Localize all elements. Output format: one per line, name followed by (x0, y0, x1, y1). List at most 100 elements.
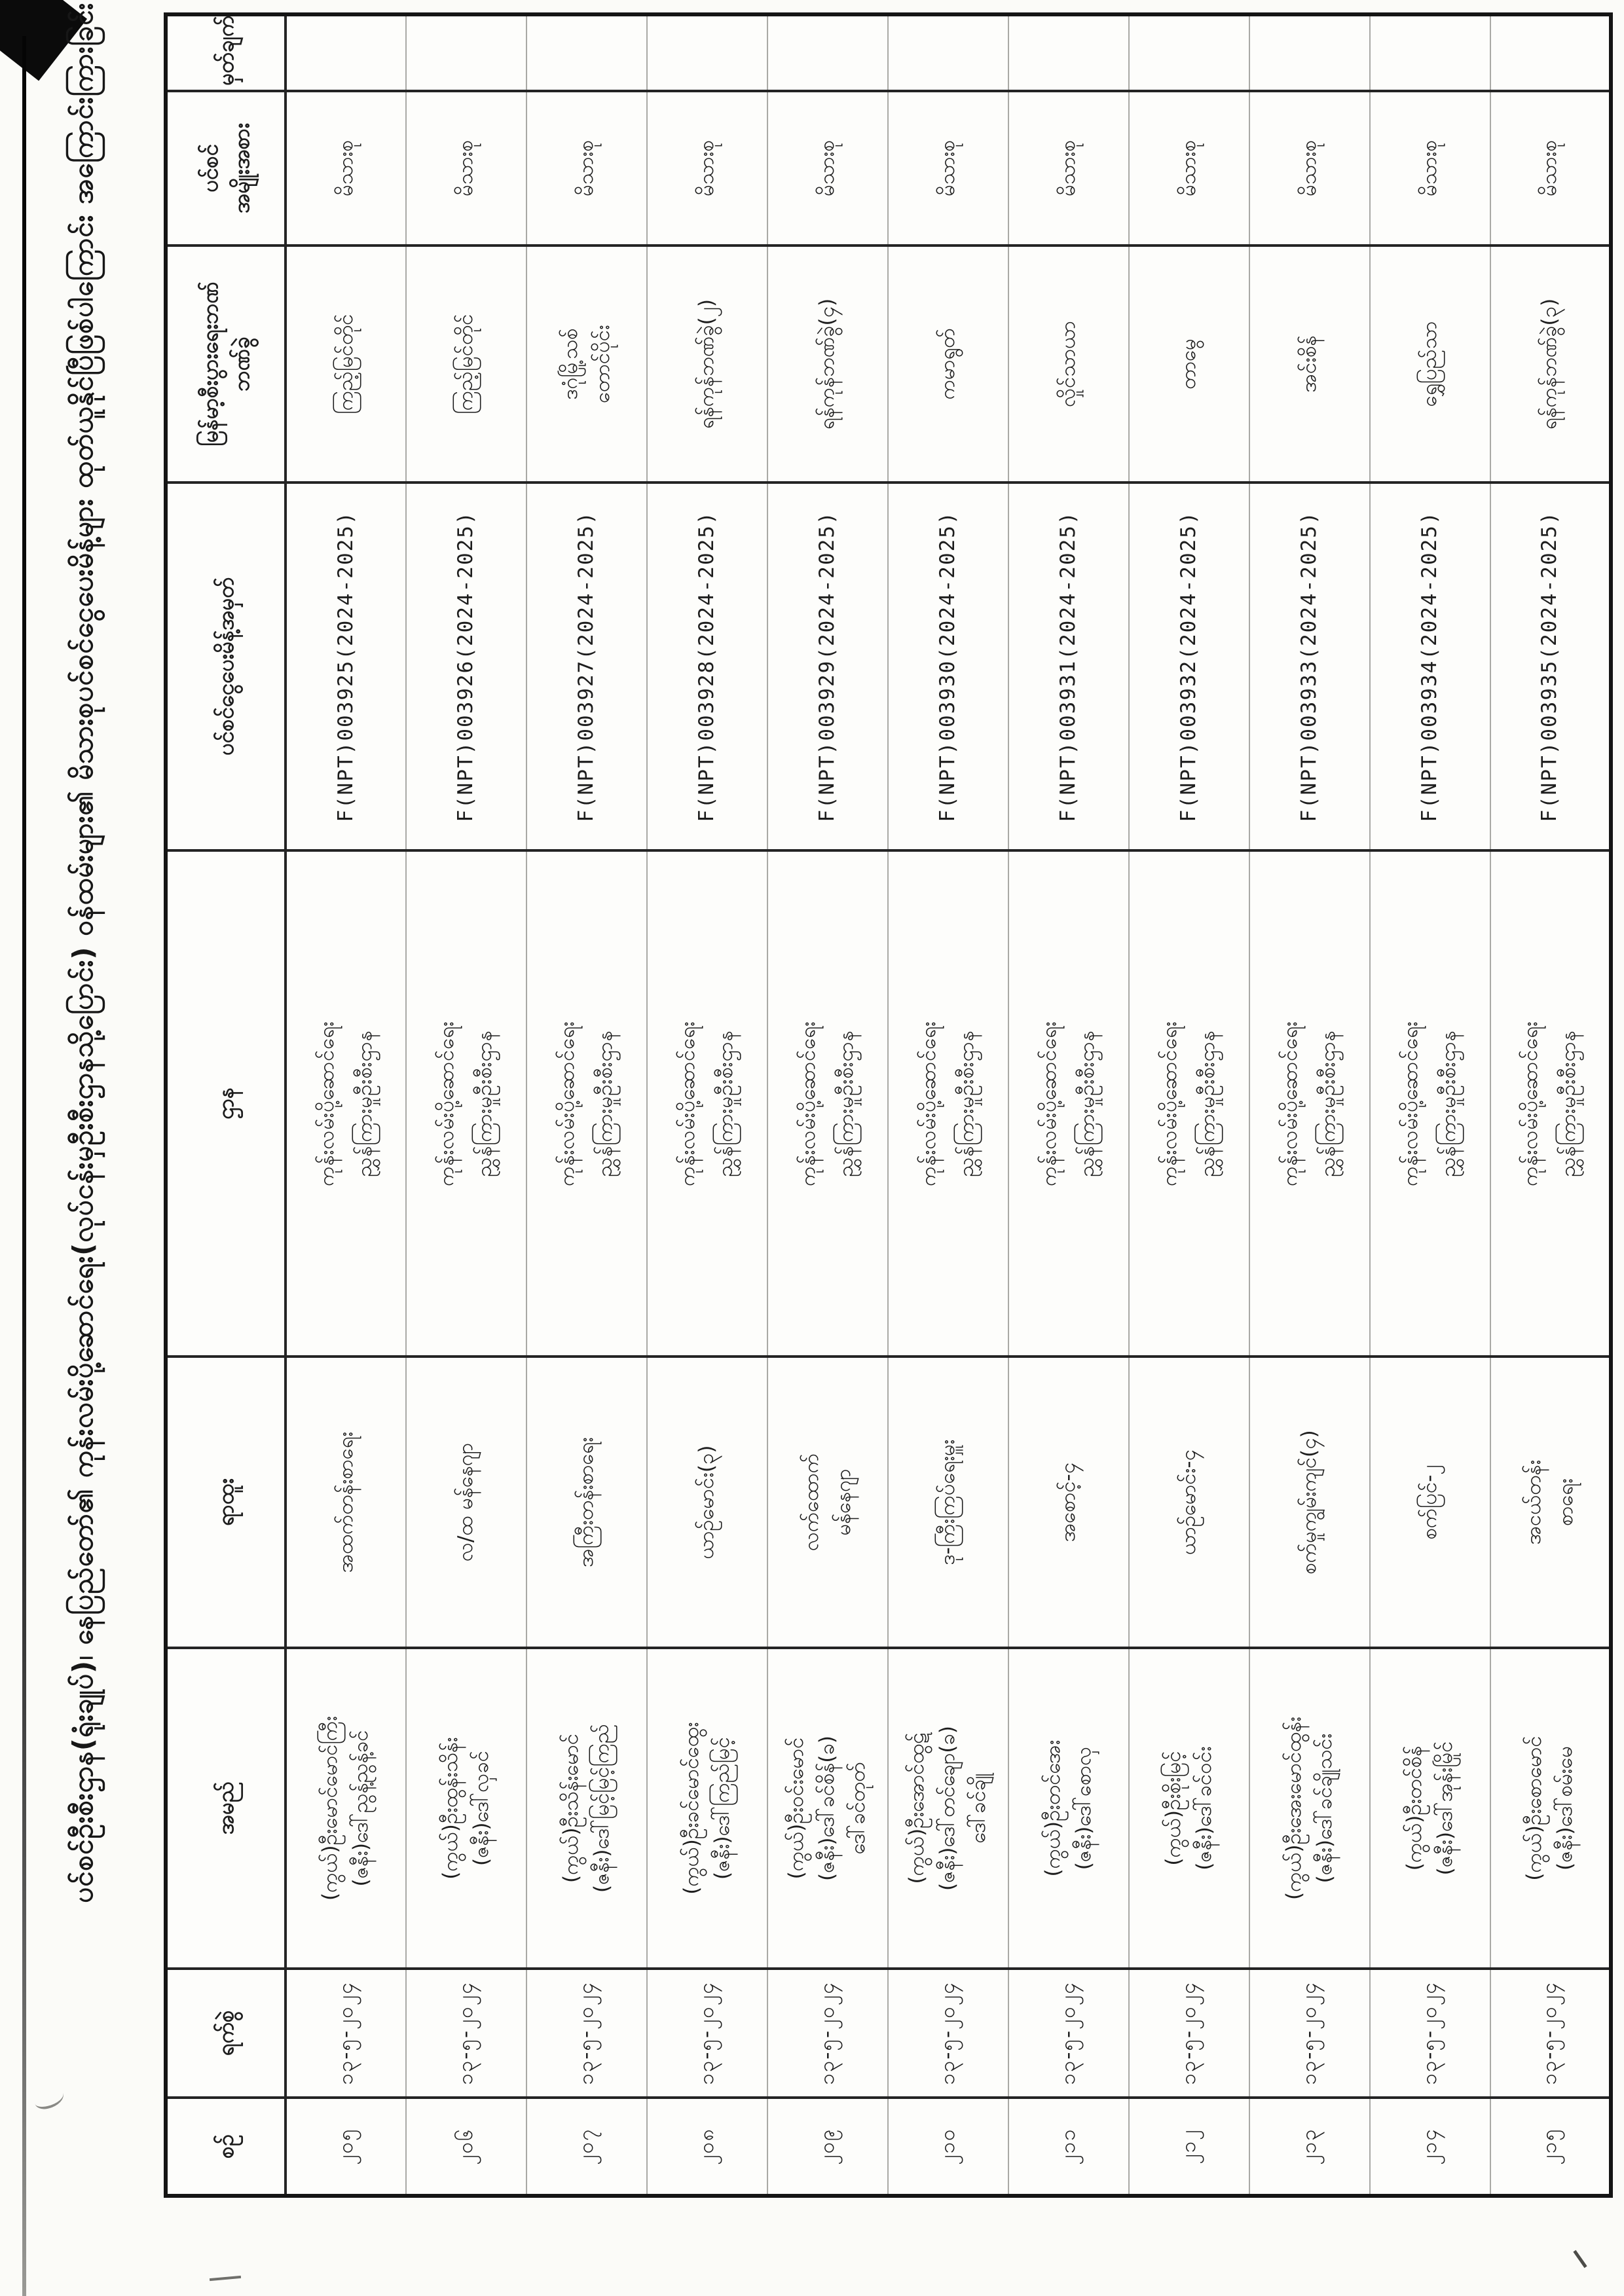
cell-name: (ကွယ်)ဦးခင်မောင်ထွေး (ဇနီး)ဒေါ်ကြည်မြင့် (647, 1648, 767, 1969)
cell-pension-type: မိသားစု (767, 91, 888, 246)
cell-date: ၁၃-၅-၂၀၂၄ (1129, 1969, 1249, 2098)
cell-date: ၁၃-၅-၂၀၂၄ (1370, 1969, 1490, 2098)
cell-date: ၁၃-၅-၂၀၂၄ (526, 1969, 647, 2098)
cell-name: (ကွယ်)ဦးဝင်းမောင် (ဇနီး)ဒေါ်ခင်စိန်(ခ) ဒေါ… (767, 1648, 888, 1969)
cell-serial: ၂၀၈ (647, 2098, 767, 2196)
cell-ppo-number: F(NPT)003933(2024-2025) (1249, 483, 1370, 850)
cell-name: (ကွယ်)ဦးထွန်းသိန်း (ဇနီး)ဒေါ်လှခင် (406, 1648, 526, 1969)
cell-serial: ၂၁၅ (1490, 2098, 1611, 2196)
cell-remark (1370, 14, 1490, 91)
cell-bank-branch: ရန်ကုန်ဘဏ်ခွဲ(၃) (1490, 246, 1611, 483)
cell-remark (1249, 14, 1370, 91)
cell-remark (1129, 14, 1249, 91)
cell-bank-branch: ဒဂုံမြို့သစ် တောင်ပိုင်း (526, 246, 647, 483)
cell-serial: ၂၀၅ (286, 2098, 406, 2196)
cell-serial: ၂၀၇ (526, 2098, 647, 2196)
cell-position: ယာဉ်မောင်း(၃) (647, 1357, 767, 1648)
cell-department: ကုန်းလမ်းပို့ဆောင်ရေး ညွှန်ကြားမှုဦးစီးဌာ… (1490, 850, 1611, 1357)
header-remark: မှတ်ချက် (166, 14, 286, 91)
cell-name: (ကွယ်)ဦးအေးမောင်ထွန်း (ဇနီး)ဒေါ်ခင်ချိုသင… (1249, 1648, 1370, 1969)
cell-remark (406, 14, 526, 91)
cell-serial: ၂၁၀ (888, 2098, 1008, 2196)
table-row: ၂၀၉ ၁၃-၅-၂၀၂၄ (ကွယ်)ဦးဝင်းမောင် (ဇနီး)ဒေါ… (767, 14, 888, 2196)
cell-ppo-number: F(NPT)003929(2024-2025) (767, 483, 888, 850)
cell-department: ကုန်းလမ်းပို့ဆောင်ရေး ညွှန်ကြားမှုဦးစီးဌာ… (1008, 850, 1129, 1357)
cell-ppo-number: F(NPT)003931(2024-2025) (1008, 483, 1129, 850)
cell-department: ကုန်းလမ်းပို့ဆောင်ရေး ညွှန်ကြားမှုဦးစီးဌာ… (526, 850, 647, 1357)
cell-remark (888, 14, 1008, 91)
header-position: ရာထူး (166, 1357, 286, 1648)
cell-serial: ၂၀၉ (767, 2098, 888, 2196)
cell-ppo-number: F(NPT)003930(2024-2025) (888, 483, 1008, 850)
cell-serial: ၂၁၃ (1249, 2098, 1370, 2196)
table-row: ၂၁၄ ၁၃-၅-၂၀၂၄ (ကွယ်)ဦးတင်စိန် (ဇနီး)ဒေါ်အ… (1370, 14, 1490, 2196)
cell-department: ကုန်းလမ်းပို့ဆောင်ရေး ညွှန်ကြားမှုဦးစီးဌာ… (888, 850, 1008, 1357)
header-name: အမည် (166, 1648, 286, 1969)
header-date: ရက်စွဲ (166, 1969, 286, 2098)
cell-pension-type: မိသားစု (1129, 91, 1249, 246)
cell-remark (647, 14, 767, 91)
cell-bank-branch: ရန်ကုန်ဘဏ်ခွဲ(၂) (647, 246, 767, 483)
table-row: ၂၁၅ ၁၃-၅-၂၀၂၄ (ကွယ်)ဦးစောမောင် (ဇနီး)ဒေါ်… (1490, 14, 1611, 2196)
table-row: ၂၁၃ ၁၃-၅-၂၀၂၄ (ကွယ်)ဦးအေးမောင်ထွန်း (ဇနီး… (1249, 14, 1370, 2196)
cell-name: (ကွယ်)ဦးတင်စိန် (ဇနီး)ဒေါ်အုန်းမြိုင် (1370, 1648, 1490, 1969)
cell-position: အစောင့်-၄ (1008, 1357, 1129, 1648)
cell-position: ဒု-ကြီးကြပ်ရေးမှူး (888, 1357, 1008, 1648)
cell-name: (ကွယ်)ဦးတင်အေး (ဇနီး)ဒေါ်စောလှ (1008, 1648, 1129, 1969)
cell-bank-branch: ကမာရွတ် (888, 246, 1008, 483)
cell-department: ကုန်းလမ်းပို့ဆောင်ရေး ညွှန်ကြားမှုဦးစီးဌာ… (647, 850, 767, 1357)
document-title: ပင်စင်ဦးစီးဌာန(ရုံးချုပ်)၊ နေပြည်တော်၏ က… (67, 2, 99, 1903)
cell-serial: ၂၀၆ (406, 2098, 526, 2196)
cell-name: (ကွယ်)ဦးအောင်ထွဋ် (ဇနီး)ဒေါ်တင်ချော(ခ) ဒေါ… (888, 1648, 1008, 1969)
cell-bank-branch: ရွှေပြည်သာ (1370, 246, 1490, 483)
cell-pension-type: မိသားစု (526, 91, 647, 246)
cell-serial: ၂၁၄ (1370, 2098, 1490, 2196)
cell-ppo-number: F(NPT)003927(2024-2025) (526, 483, 647, 850)
cell-date: ၁၃-၅-၂၀၂၄ (647, 1969, 767, 2098)
cell-date: ၁၃-၅-၂၀၂၄ (888, 1969, 1008, 2098)
table-row: ၂၁၂ ၁၃-၅-၂၀၂၄ (ကွယ်)ဦးစိုးမြင့် (ဇနီး)ဒေါ… (1129, 14, 1249, 2196)
cell-department: ကုန်းလမ်းပို့ဆောင်ရေး ညွှန်ကြားမှုဦးစီးဌာ… (1370, 850, 1490, 1357)
cell-pension-type: မိသားစု (647, 91, 767, 246)
pension-table: စဉ် ရက်စွဲ အမည် ရာထူး ဌာန ပင်စင်ငွေပေးမိ… (164, 12, 1613, 2198)
cell-position: လ/ထ မန်နေဂျာ (406, 1357, 526, 1648)
cell-pension-type: မိသားစု (888, 91, 1008, 246)
cell-bank-branch: ရန်ကုန်ဘဏ်ခွဲ(၄) (767, 246, 888, 483)
cell-department: ကုန်းလမ်းပို့ဆောင်ရေး ညွှန်ကြားမှုဦးစီးဌာ… (1249, 850, 1370, 1357)
table-row: ၂၀၇ ၁၃-၅-၂၀၂၄ (ကွယ်)ဦးသိန်းမောင် (ဇနီး)ဒေ… (526, 14, 647, 2196)
header-serial: စဉ် (166, 2098, 286, 2196)
cell-position: အထက်တန်းစာရေး (286, 1357, 406, 1648)
cell-bank-branch: လှိုင်သာယာ (1008, 246, 1129, 483)
header-bank-branch: မြန်မာ့စီးပွားရေးဘဏ် ဘဏ်ခွဲ (166, 246, 286, 483)
cell-position: အငယ်တန်း စာရေး (1490, 1357, 1611, 1648)
cell-ppo-number: F(NPT)003935(2024-2025) (1490, 483, 1611, 850)
table-row: ၂၀၆ ၁၃-၅-၂၀၂၄ (ကွယ်)ဦးထွန်းသိန်း (ဇနီး)ဒေ… (406, 14, 526, 2196)
table-body: ၂၀၅ ၁၃-၅-၂၀၂၄ (ကွယ်)ဦးမောင်မောင်ကြီး (ဇနီ… (286, 14, 1611, 2196)
cell-department: ကုန်းလမ်းပို့ဆောင်ရေး ညွှန်ကြားမှုဦးစီးဌာ… (286, 850, 406, 1357)
cell-ppo-number: F(NPT)003926(2024-2025) (406, 483, 526, 850)
scan-edge-line (22, 36, 26, 2296)
table-row: ၂၁၁ ၁၃-၅-၂၀၂၄ (ကွယ်)ဦးတင်အေး (ဇနီး)ဒေါ်စေ… (1008, 14, 1129, 2196)
table-row: ၂၀၅ ၁၃-၅-၂၀၂၄ (ကွယ်)ဦးမောင်မောင်ကြီး (ဇနီ… (286, 14, 406, 2196)
table-header-row: စဉ် ရက်စွဲ အမည် ရာထူး ဌာန ပင်စင်ငွေပေးမိ… (166, 14, 286, 2196)
cell-position: စက်မှုကျွမ်းကျင်(၄) (1249, 1357, 1370, 1648)
cell-pension-type: မိသားစု (406, 91, 526, 246)
cell-pension-type: မိသားစု (1008, 91, 1129, 246)
cell-serial: ၂၁၂ (1129, 2098, 1249, 2196)
cell-position: စက်ပြင်-၂ (1370, 1357, 1490, 1648)
cell-name: (ကွယ်)ဦးသိန်းမောင် (ဇနီး)ဒေါ်မြင့်မြင့်ကြ… (526, 1648, 647, 1969)
cell-name: (ကွယ်)ဦးစိုးမြင့် (ဇနီး)ဒေါ်ခင်ဝင်း (1129, 1648, 1249, 1969)
cell-remark (1008, 14, 1129, 91)
cell-department: ကုန်းလမ်းပို့ဆောင်ရေး ညွှန်ကြားမှုဦးစီးဌာ… (406, 850, 526, 1357)
cell-name: (ကွယ်)ဦးမောင်မောင်ကြီး (ဇနီး)ဒေါ်ညွန့်ညွန… (286, 1648, 406, 1969)
cell-bank-branch: ကြည့်မြင်တိုင် (286, 246, 406, 483)
cell-ppo-number: F(NPT)003932(2024-2025) (1129, 483, 1249, 850)
cell-pension-type: မိသားစု (1490, 91, 1611, 246)
cell-serial: ၂၁၁ (1008, 2098, 1129, 2196)
cell-position: ယာဉ်မောင်း-၄ (1129, 1357, 1249, 1648)
cell-ppo-number: F(NPT)003934(2024-2025) (1370, 483, 1490, 850)
header-pension-type: ပင်စင် အမျိုးအစား (166, 91, 286, 246)
cell-date: ၁၃-၅-၂၀၂၄ (767, 1969, 888, 2098)
